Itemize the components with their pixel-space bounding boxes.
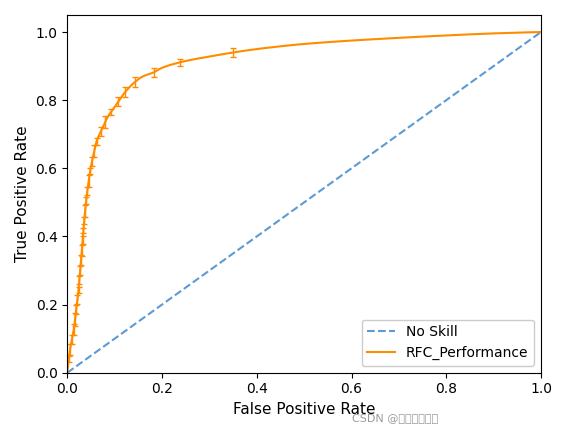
RFC_Performance	[82, 205, 89, 210]
X-axis label: False Positive Rate: False Positive Rate	[233, 402, 375, 417]
Legend: No Skill, RFC_Performance: No Skill, RFC_Performance	[362, 320, 534, 366]
RFC_Performance	[95, 134, 101, 140]
RFC_Performance	[79, 232, 86, 238]
RFC_Performance	[64, 370, 71, 375]
RFC_Performance	[136, 76, 142, 81]
RFC_Performance	[91, 147, 98, 152]
RFC_Performance	[84, 182, 91, 187]
Y-axis label: True Positive Rate: True Positive Rate	[15, 126, 30, 262]
RFC_Performance	[538, 29, 544, 35]
Line: RFC_Performance: RFC_Performance	[67, 32, 541, 373]
Text: CSDN @键盘侠伍十七: CSDN @键盘侠伍十七	[352, 413, 438, 423]
